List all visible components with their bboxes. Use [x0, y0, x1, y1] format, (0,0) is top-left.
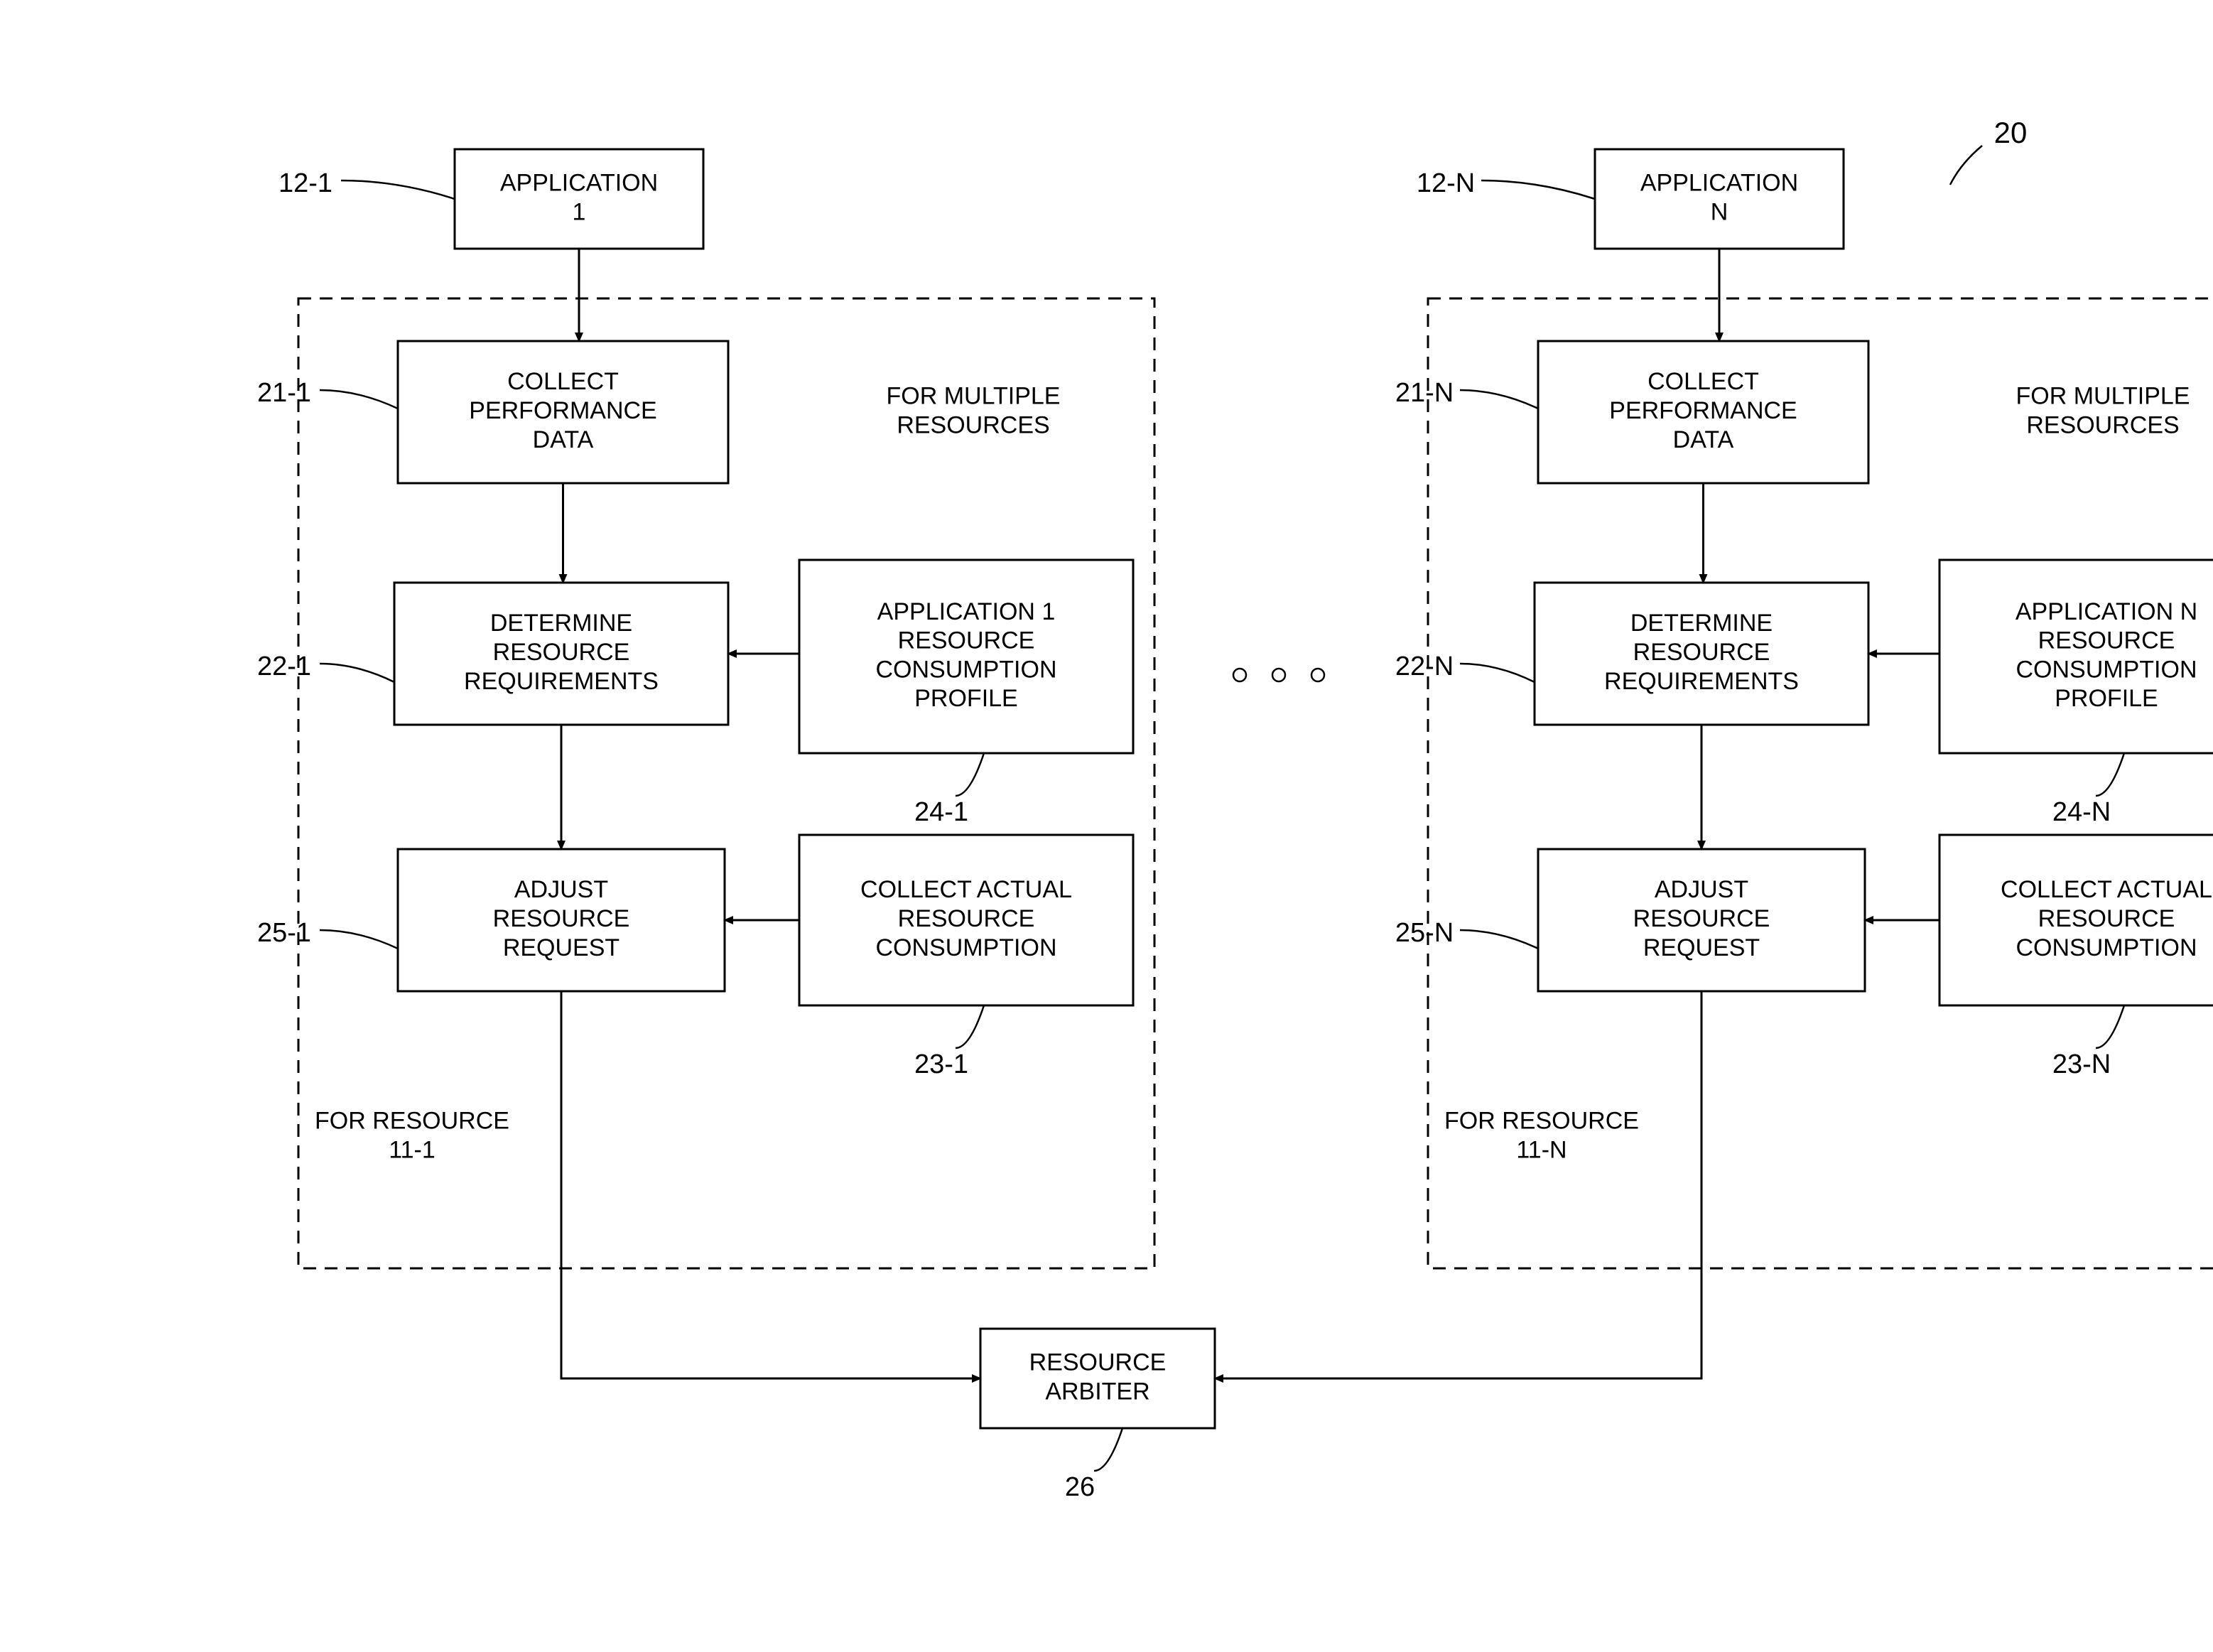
- determine-1-label-line: DETERMINE: [490, 610, 632, 637]
- profile-1-label-line: PROFILE: [914, 685, 1017, 712]
- group-left-resource-label-line: 11-1: [389, 1136, 435, 1163]
- group-left-multi-label-line: RESOURCES: [897, 411, 1049, 438]
- actual-n-label-line: RESOURCE: [2038, 905, 2175, 932]
- leader-12-N: [1481, 180, 1595, 199]
- determine-n-label-line: RESOURCE: [1633, 639, 1770, 666]
- collect-1-label-line: COLLECT: [507, 368, 619, 395]
- actual-1-label-line: COLLECT ACTUAL: [860, 876, 1072, 903]
- leader-25-1: [320, 930, 398, 949]
- ellipsis-dot: [1272, 669, 1285, 681]
- profile-n-label-line: CONSUMPTION: [2016, 656, 2197, 683]
- leader-25-N: [1460, 930, 1538, 949]
- determine-n-label-line: REQUIREMENTS: [1604, 668, 1799, 695]
- leader-23-N: [2096, 1005, 2124, 1048]
- group-right-resource-label-line: 11-N: [1516, 1136, 1567, 1163]
- ref-label-23-N: 23-N: [2052, 1049, 2111, 1079]
- group-right-resource-label-line: FOR RESOURCE: [1444, 1108, 1639, 1135]
- group-left-multi-label: FOR MULTIPLERESOURCES: [887, 383, 1061, 439]
- leader-24-N: [2096, 753, 2124, 796]
- determine-1-label-line: REQUIREMENTS: [464, 668, 659, 695]
- app-1-label-line: APPLICATION: [500, 170, 658, 197]
- leader-21-1: [320, 390, 398, 409]
- app-1-label-line: 1: [573, 198, 586, 225]
- leader-21-N: [1460, 390, 1538, 409]
- group-right-multi-label: FOR MULTIPLERESOURCES: [2016, 383, 2190, 439]
- actual-n-label-line: CONSUMPTION: [2016, 934, 2197, 961]
- figure-number: 20: [1994, 116, 2028, 149]
- adjust-n-label-line: RESOURCE: [1633, 905, 1770, 932]
- determine-1-label-line: RESOURCE: [493, 639, 630, 666]
- collect-n-label-line: PERFORMANCE: [1609, 397, 1797, 424]
- arbiter-label-line: RESOURCE: [1029, 1349, 1167, 1376]
- determine-n-label-line: DETERMINE: [1630, 610, 1773, 637]
- app-n-label-line: N: [1711, 198, 1728, 225]
- ref-label-12-1: 12-1: [278, 168, 332, 198]
- profile-n-label-line: APPLICATION N: [2015, 598, 2197, 625]
- ref-label-26: 26: [1065, 1472, 1095, 1502]
- group-right-resource-label: FOR RESOURCE11-N: [1444, 1108, 1639, 1164]
- profile-1-label-line: APPLICATION 1: [877, 598, 1056, 625]
- ref-label-21-1: 21-1: [257, 378, 311, 408]
- leader-23-1: [956, 1005, 984, 1048]
- adjust-n-label-line: REQUEST: [1643, 934, 1760, 961]
- adjust-n-label-line: ADJUST: [1655, 876, 1748, 903]
- ref-label-22-N: 22-N: [1395, 652, 1454, 681]
- adjust-1-label-line: ADJUST: [514, 876, 608, 903]
- leader-12-1: [341, 180, 455, 199]
- ref-label-24-1: 24-1: [914, 797, 968, 827]
- profile-n-label-line: PROFILE: [2055, 685, 2158, 712]
- group-right-multi-label-line: FOR MULTIPLE: [2016, 383, 2190, 410]
- actual-1-label-line: CONSUMPTION: [876, 934, 1057, 961]
- profile-n-label-line: RESOURCE: [2038, 627, 2175, 654]
- adjust-1-label-line: REQUEST: [503, 934, 619, 961]
- profile-1-label-line: CONSUMPTION: [876, 656, 1057, 683]
- ref-label-21-N: 21-N: [1395, 378, 1454, 408]
- leader-24-1: [956, 753, 984, 796]
- actual-n-label-line: COLLECT ACTUAL: [2001, 876, 2212, 903]
- actual-1-label-line: RESOURCE: [898, 905, 1035, 932]
- group-left-resource-label-line: FOR RESOURCE: [315, 1108, 509, 1135]
- profile-1-label-line: RESOURCE: [898, 627, 1035, 654]
- ref-label-25-N: 25-N: [1395, 918, 1454, 948]
- ref-label-12-N: 12-N: [1417, 168, 1475, 198]
- ref-label-22-1: 22-1: [257, 652, 311, 681]
- ref-label-23-1: 23-1: [914, 1049, 968, 1079]
- collect-n-label-line: DATA: [1673, 426, 1734, 453]
- group-left-multi-label-line: FOR MULTIPLE: [887, 383, 1061, 410]
- determine-1-label: DETERMINERESOURCEREQUIREMENTS: [464, 610, 659, 695]
- collect-1-label-line: DATA: [533, 426, 594, 453]
- group-right-multi-label-line: RESOURCES: [2026, 411, 2179, 438]
- ellipsis-dot: [1311, 669, 1324, 681]
- ref-label-24-N: 24-N: [2052, 797, 2111, 827]
- leader-22-1: [320, 664, 394, 682]
- figure-number-leader: [1950, 146, 1982, 185]
- ellipsis-dot: [1233, 669, 1246, 681]
- edge-adjust-n-arbiter: [1215, 991, 1701, 1378]
- collect-n-label-line: COLLECT: [1647, 368, 1759, 395]
- flowchart-diagram: APPLICATION1COLLECTPERFORMANCEDATADETERM…: [0, 0, 2213, 1652]
- collect-1-label-line: PERFORMANCE: [469, 397, 656, 424]
- leader-22-N: [1460, 664, 1535, 682]
- arbiter-label-line: ARBITER: [1045, 1378, 1149, 1405]
- app-n-label-line: APPLICATION: [1640, 170, 1798, 197]
- adjust-1-label-line: RESOURCE: [493, 905, 630, 932]
- group-left-resource-label: FOR RESOURCE11-1: [315, 1108, 509, 1164]
- ref-label-25-1: 25-1: [257, 918, 311, 948]
- leader-26: [1094, 1428, 1122, 1471]
- determine-n-label: DETERMINERESOURCEREQUIREMENTS: [1604, 610, 1799, 695]
